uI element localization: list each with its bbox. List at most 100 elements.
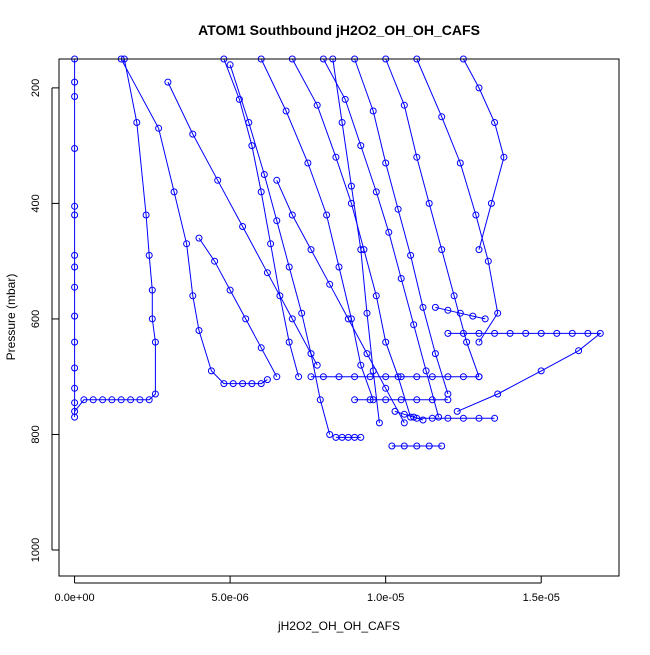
- data-point: [459, 329, 467, 337]
- series-line: [332, 58, 380, 423]
- data-point: [170, 188, 178, 196]
- data-point: [99, 396, 107, 404]
- data-point: [71, 78, 79, 86]
- data-point: [195, 327, 203, 334]
- series-line: [416, 58, 499, 343]
- data-point: [382, 373, 390, 381]
- series-layer: [71, 55, 604, 450]
- series-line: [354, 58, 449, 395]
- data-point: [71, 251, 79, 259]
- data-point: [313, 101, 321, 109]
- data-point: [491, 329, 499, 337]
- series-2: [71, 55, 159, 415]
- data-point: [273, 373, 281, 381]
- data-point: [319, 373, 327, 381]
- x-tick-label: 5.0e-06: [211, 592, 248, 604]
- data-point: [444, 414, 452, 422]
- data-point: [313, 361, 321, 369]
- data-point: [316, 396, 324, 404]
- data-point: [335, 373, 343, 381]
- data-point: [475, 329, 483, 337]
- data-point: [400, 442, 408, 450]
- series-18: [307, 373, 483, 381]
- data-point: [481, 315, 489, 323]
- data-point: [450, 292, 458, 300]
- series-24: [431, 303, 489, 323]
- data-point: [288, 315, 296, 323]
- x-tick-label: 0.0e+00: [55, 592, 95, 604]
- data-point: [276, 292, 284, 300]
- data-point: [397, 275, 405, 282]
- data-point: [431, 303, 439, 311]
- data-point: [537, 367, 545, 375]
- data-point: [375, 419, 383, 427]
- data-point: [151, 390, 159, 398]
- data-point: [459, 414, 467, 422]
- data-point: [487, 199, 495, 207]
- series-line: [167, 81, 318, 366]
- data-point: [235, 95, 243, 103]
- data-point: [335, 263, 343, 271]
- data-point: [257, 344, 265, 352]
- data-point: [425, 442, 433, 450]
- data-point: [385, 228, 393, 236]
- data-point: [453, 407, 461, 415]
- data-point: [391, 407, 399, 415]
- data-point: [267, 240, 275, 248]
- data-point: [382, 384, 390, 392]
- data-point: [419, 303, 427, 311]
- data-point: [214, 176, 222, 184]
- series-line: [198, 237, 278, 377]
- data-point: [347, 182, 355, 190]
- data-point: [491, 119, 499, 126]
- plot-frame: [58, 58, 620, 577]
- data-point: [394, 205, 402, 213]
- series-14: [273, 176, 408, 427]
- data-point: [80, 396, 88, 404]
- data-point: [189, 292, 197, 300]
- data-point: [338, 119, 346, 126]
- data-point: [475, 338, 483, 346]
- y-tick-label: 200: [30, 79, 42, 97]
- data-point: [410, 321, 418, 329]
- data-point: [428, 414, 436, 422]
- data-point: [260, 171, 268, 178]
- data-point: [397, 396, 405, 404]
- data-point: [357, 246, 365, 254]
- series-21: [388, 442, 446, 450]
- data-point: [369, 107, 377, 115]
- data-point: [410, 413, 418, 421]
- data-point: [438, 246, 446, 254]
- data-point: [400, 419, 408, 427]
- data-point: [195, 234, 203, 242]
- series-line: [394, 410, 424, 421]
- series-22: [332, 433, 365, 441]
- series-line: [276, 180, 405, 424]
- series-1: [71, 55, 79, 421]
- data-point: [282, 107, 290, 115]
- data-point: [71, 364, 79, 372]
- data-point: [307, 350, 315, 358]
- data-point: [425, 199, 433, 207]
- series-line: [120, 58, 268, 385]
- data-point: [71, 93, 79, 100]
- data-point: [475, 373, 483, 381]
- data-point: [413, 153, 421, 161]
- y-axis-label: Pressure (mbar): [4, 274, 18, 361]
- data-point: [413, 373, 421, 381]
- series-3: [117, 55, 271, 388]
- data-point: [435, 413, 443, 421]
- data-point: [71, 263, 79, 271]
- data-point: [413, 396, 421, 404]
- data-point: [357, 142, 365, 150]
- data-point: [419, 416, 427, 424]
- series-16: [195, 234, 281, 381]
- data-point: [400, 101, 408, 109]
- series-line: [447, 332, 602, 412]
- data-point: [400, 410, 408, 418]
- data-point: [248, 142, 256, 150]
- data-point: [323, 211, 331, 219]
- data-point: [136, 396, 144, 404]
